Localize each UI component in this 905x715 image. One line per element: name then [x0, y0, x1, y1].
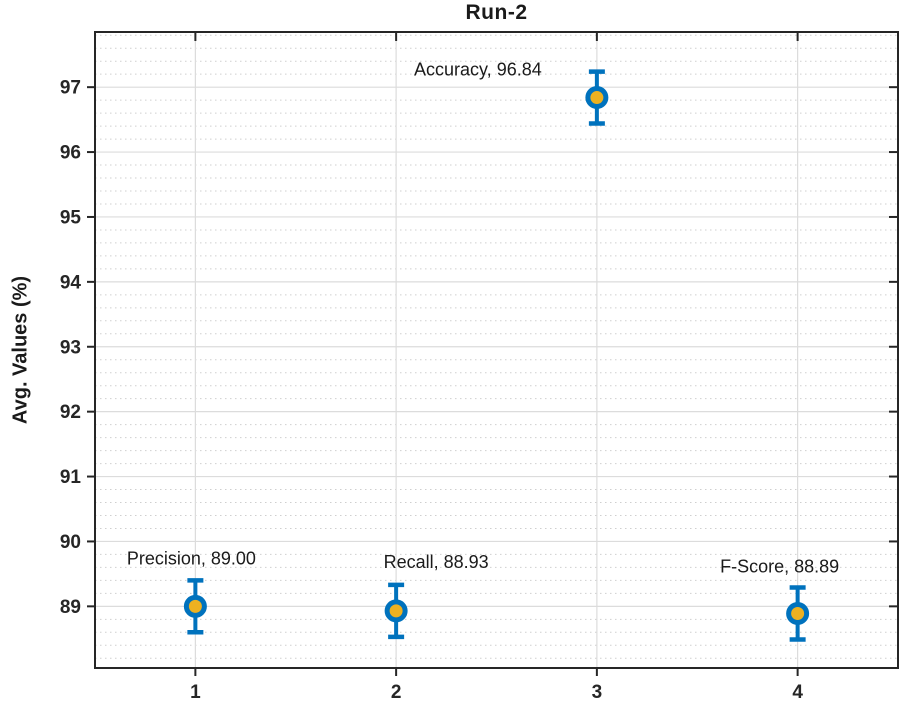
data-marker	[585, 86, 609, 110]
data-point-recall: Recall, 88.93	[384, 552, 489, 640]
point-label: F-Score, 88.89	[720, 556, 839, 576]
tick-marks	[87, 32, 898, 676]
y-tick-label: 91	[60, 467, 82, 488]
point-label: Precision, 89.00	[127, 548, 256, 568]
y-tick-label: 92	[60, 402, 81, 423]
x-tick-label: 1	[190, 682, 201, 703]
y-tick-label: 95	[60, 207, 82, 228]
axes-background	[95, 32, 898, 668]
axes-box	[94, 31, 899, 669]
data-point-precision: Precision, 89.00	[127, 548, 256, 635]
x-tick-label: 3	[592, 682, 603, 703]
data-marker	[384, 599, 408, 623]
y-tick-label: 94	[60, 272, 82, 293]
data-point-f-score: F-Score, 88.89	[720, 556, 839, 642]
data-marker	[183, 594, 207, 618]
y-tick-label: 89	[60, 597, 81, 618]
major-gridlines	[95, 32, 898, 668]
y-tick-label: 96	[60, 143, 81, 164]
x-tick-label: 4	[792, 682, 803, 703]
x-tick-label: 2	[391, 682, 402, 703]
y-tick-label: 97	[60, 78, 81, 99]
data-point-accuracy: Accuracy, 96.84	[414, 60, 609, 126]
y-tick-label: 93	[60, 337, 81, 358]
data-series: Precision, 89.00 Recall, 88.93 Accuracy, 9…	[127, 60, 839, 642]
chart-title: Run-2	[465, 1, 528, 24]
point-label: Accuracy, 96.84	[414, 60, 542, 80]
point-label: Recall, 88.93	[384, 552, 489, 572]
y-tick-labels: 89 90 91 92 93 94 95 96 97	[60, 78, 82, 618]
data-marker	[786, 601, 810, 625]
y-tick-label: 90	[60, 532, 81, 553]
x-tick-labels: 1 2 3 4	[190, 682, 803, 703]
